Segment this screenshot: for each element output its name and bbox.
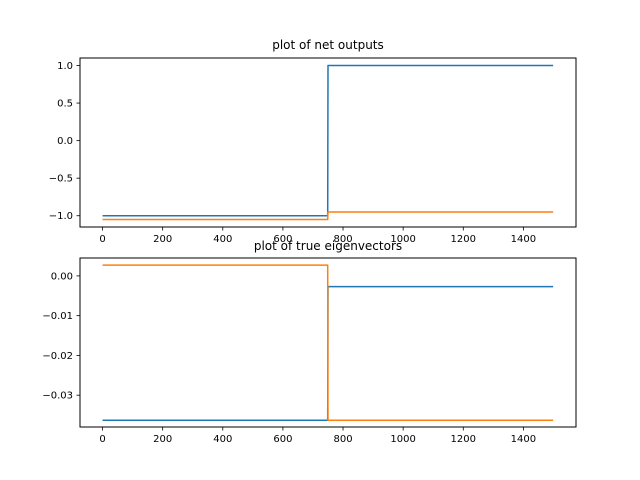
x-tick-label: 1200 <box>451 234 476 245</box>
x-tick-label: 200 <box>153 434 172 445</box>
x-tick-label: 600 <box>273 234 292 245</box>
x-tick-label: 0 <box>99 234 105 245</box>
y-tick-label: −0.03 <box>42 391 73 402</box>
x-tick-label: 1400 <box>511 234 536 245</box>
plot-area: 0 200 400 600 800 1000 1200 1400 −0.03 −0.02 −0.01… <box>42 264 554 445</box>
y-tick-label: 0.5 <box>57 99 73 110</box>
chart-title: plot of net outputs <box>272 38 384 52</box>
series-line-0 <box>102 64 554 217</box>
y-tick-label: −0.01 <box>42 311 73 322</box>
y-tick-label: −0.02 <box>42 351 73 362</box>
x-tick-label: 600 <box>273 434 292 445</box>
chart-title: plot of true eigenvectors <box>254 239 402 253</box>
axes-frame <box>79 257 577 428</box>
chart-net-outputs: plot of net outputs 0 200 400 600 800 1000 120… <box>49 38 577 245</box>
x-tick-label: 0 <box>99 434 105 445</box>
y-tick-label: 0.0 <box>57 136 73 147</box>
y-tick-label: −0.5 <box>49 174 73 185</box>
x-tick-label: 400 <box>213 434 232 445</box>
x-tick-label: 400 <box>213 234 232 245</box>
x-tick-label: 1400 <box>511 434 536 445</box>
series-line-1 <box>102 211 554 221</box>
chart-true-eigenvectors: 0 200 400 600 800 1000 1200 1400 −0.03 −0.02 −0.01… <box>42 239 577 445</box>
axes-frame <box>79 57 577 228</box>
x-tick-label: 1200 <box>451 434 476 445</box>
x-tick-label: 1000 <box>390 434 415 445</box>
x-tick-label: 1000 <box>390 234 415 245</box>
series-line-1 <box>102 264 554 421</box>
x-tick-label: 800 <box>333 434 352 445</box>
y-tick-label: 0.00 <box>51 271 73 282</box>
y-tick-label: 1.0 <box>57 61 73 72</box>
y-tick-label: −1.0 <box>49 211 73 222</box>
plot-area: 0 200 400 600 800 1000 1200 1400 −1.0 −0.5 0.0 0.5 1… <box>49 61 554 245</box>
x-tick-label: 800 <box>333 234 352 245</box>
x-tick-label: 200 <box>153 234 172 245</box>
